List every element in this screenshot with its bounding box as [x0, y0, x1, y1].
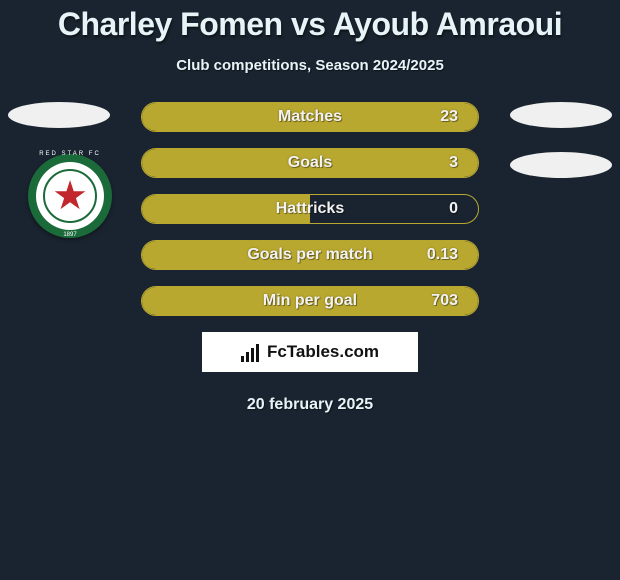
badge-top-text: RED STAR FC [28, 151, 112, 157]
badge-bottom-text: 1897 [28, 232, 112, 238]
page-title: Charley Fomen vs Ayoub Amraoui [0, 0, 620, 43]
bar-label: Matches [142, 108, 478, 126]
bar-value: 703 [431, 292, 458, 310]
bar-label: Min per goal [142, 292, 478, 310]
date-label: 20 february 2025 [0, 396, 620, 414]
bar-value: 0.13 [427, 246, 458, 264]
star-icon: ★ [52, 176, 88, 216]
player2-club-flag [510, 152, 612, 178]
stat-bar-min-per-goal: Min per goal 703 [141, 286, 479, 316]
player1-club-badge: RED STAR FC ★ 1897 [28, 154, 112, 238]
bar-value: 23 [440, 108, 458, 126]
subtitle: Club competitions, Season 2024/2025 [0, 57, 620, 74]
bar-label: Hattricks [142, 200, 478, 218]
stat-bars: Matches 23 Goals 3 Hattricks 0 Goals per… [141, 102, 479, 316]
stat-bar-hattricks: Hattricks 0 [141, 194, 479, 224]
brand-text: FcTables.com [267, 342, 379, 362]
bar-label: Goals [142, 154, 478, 172]
badge-white-ring: ★ [36, 162, 104, 230]
stat-bar-goals-per-match: Goals per match 0.13 [141, 240, 479, 270]
bar-chart-icon [241, 342, 261, 362]
player1-flag [8, 102, 110, 128]
bar-value: 3 [449, 154, 458, 172]
stat-bar-matches: Matches 23 [141, 102, 479, 132]
brand-link[interactable]: FcTables.com [202, 332, 418, 372]
badge-outer-ring: RED STAR FC ★ 1897 [28, 154, 112, 238]
comparison-content: RED STAR FC ★ 1897 Matches 23 Goals 3 Ha… [0, 102, 620, 414]
badge-inner-circle: ★ [43, 169, 97, 223]
bar-value: 0 [449, 200, 458, 218]
stat-bar-goals: Goals 3 [141, 148, 479, 178]
player2-flag [510, 102, 612, 128]
